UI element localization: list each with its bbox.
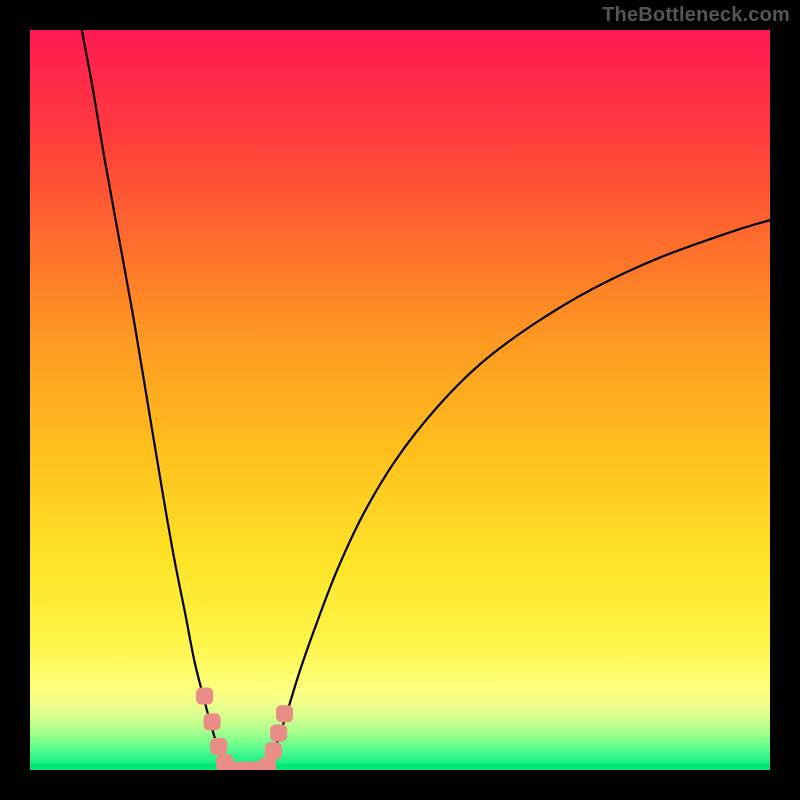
bottleneck-chart: [30, 30, 770, 770]
chart-background: [30, 30, 770, 770]
marker: [210, 738, 227, 755]
marker: [276, 705, 293, 722]
marker: [204, 713, 221, 730]
plot-area: [30, 30, 770, 770]
watermark-text: TheBottleneck.com: [602, 4, 790, 27]
chart-bottom-band: [30, 764, 770, 770]
marker: [270, 725, 287, 742]
marker: [196, 688, 213, 705]
marker: [265, 742, 282, 759]
outer-frame: TheBottleneck.com: [0, 0, 800, 800]
